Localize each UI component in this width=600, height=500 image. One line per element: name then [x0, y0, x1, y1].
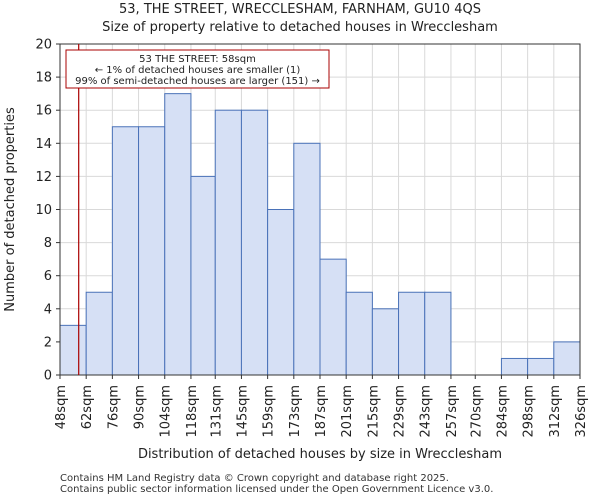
x-tick-label: 257sqm: [445, 385, 460, 438]
annotation-line-1: 53 THE STREET: 58sqm: [139, 54, 256, 65]
histogram-bar: [164, 93, 192, 376]
x-tick-label: 229sqm: [393, 385, 408, 438]
x-tick-label: 62sqm: [80, 385, 95, 429]
y-tick-label: 10: [35, 203, 52, 218]
x-tick-label: 159sqm: [262, 385, 277, 438]
x-tick-label: 270sqm: [469, 385, 484, 438]
footer-licence: Contains public sector information licen…: [60, 484, 494, 495]
footer-copyright: Contains HM Land Registry data © Crown c…: [60, 473, 449, 484]
histogram-bar: [424, 291, 452, 376]
chart-subtitle: Size of property relative to detached ho…: [102, 20, 498, 35]
histogram-bar: [240, 109, 269, 376]
x-tick-label: 118sqm: [185, 385, 200, 438]
histogram-bar: [345, 291, 373, 376]
x-tick-label: 298sqm: [522, 385, 537, 438]
x-tick-label: 326sqm: [574, 385, 589, 438]
x-axis-label: Distribution of detached houses by size …: [138, 447, 502, 462]
histogram-bar: [293, 142, 321, 376]
x-tick-label: 243sqm: [419, 385, 434, 438]
x-tick-label: 173sqm: [288, 385, 303, 438]
y-tick-label: 2: [44, 335, 52, 350]
annotation-box: [65, 49, 330, 89]
y-axis-label: Number of detached properties: [3, 107, 18, 312]
histogram-bar: [267, 209, 295, 376]
histogram-bar: [138, 126, 166, 376]
x-tick-label: 48sqm: [54, 385, 69, 429]
y-tick-label: 4: [44, 302, 52, 317]
histogram-bar: [190, 175, 216, 376]
histogram-bar: [111, 126, 140, 376]
y-tick-label: 8: [44, 236, 52, 251]
annotation-line-3: 99% of semi-detached houses are larger (…: [75, 76, 320, 87]
histogram-bar: [371, 308, 400, 376]
x-tick-label: 215sqm: [366, 385, 381, 438]
x-tick-label: 284sqm: [495, 385, 510, 438]
y-tick-label: 18: [35, 71, 52, 86]
y-tick-label: 6: [44, 269, 52, 284]
x-tick-label: 145sqm: [235, 385, 250, 438]
x-tick-label: 90sqm: [133, 385, 148, 429]
histogram-bar: [500, 357, 529, 376]
chart-title: 53, THE STREET, WRECCLESHAM, FARNHAM, GU…: [119, 2, 481, 17]
x-tick-label: 104sqm: [159, 385, 174, 438]
x-tick-label: 201sqm: [340, 385, 355, 438]
histogram-bar: [398, 291, 426, 376]
y-tick-label: 0: [44, 369, 52, 384]
y-tick-label: 16: [35, 104, 52, 119]
y-tick-label: 20: [35, 38, 52, 53]
histogram-bar: [214, 109, 242, 376]
histogram-bar: [527, 357, 555, 376]
histogram-bar: [59, 324, 87, 376]
y-tick-label: 12: [35, 170, 52, 185]
histogram-bar: [553, 341, 581, 376]
histogram-bar: [85, 291, 113, 376]
y-tick-label: 14: [35, 137, 52, 152]
x-tick-label: 187sqm: [314, 385, 329, 438]
x-tick-label: 76sqm: [106, 385, 121, 429]
histogram-bar: [319, 258, 347, 376]
annotation-line-2: ← 1% of detached houses are smaller (1): [95, 65, 301, 76]
x-tick-label: 312sqm: [548, 385, 563, 438]
x-tick-label: 131sqm: [209, 385, 224, 438]
